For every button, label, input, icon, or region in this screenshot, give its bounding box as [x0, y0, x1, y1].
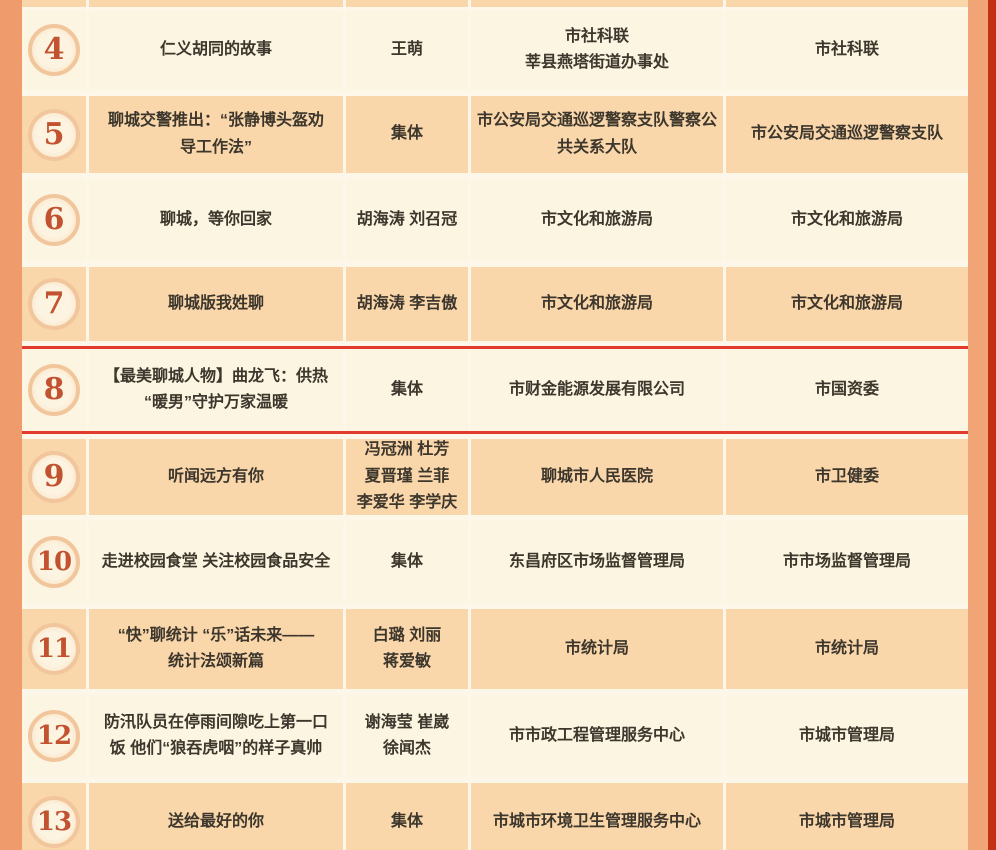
recommending-unit: 市城市管理局: [723, 783, 968, 850]
row-number: 4: [43, 32, 65, 67]
row-number: 12: [36, 721, 72, 751]
work-organization: 市公安局交通巡逻警察支队警察公 共关系大队: [468, 96, 723, 173]
row-number-cell: 4: [22, 10, 86, 90]
row-number-cell: 8: [22, 349, 86, 431]
work-authors: 胡海涛 刘召冠: [343, 179, 468, 261]
work-authors: 谢海莹 崔崴 徐闻杰: [343, 695, 468, 777]
page-right-margin: [968, 0, 988, 850]
work-title: 聊城交警推出：“张静博头盔劝 导工作法”: [86, 96, 343, 173]
table-row: 4 仁义胡同的故事 王萌 市社科联 莘县燕塔街道办事处 市社科联: [22, 10, 968, 90]
table-row: 6 聊城，等你回家 胡海涛 刘召冠 市文化和旅游局 市文化和旅游局: [22, 179, 968, 261]
row-number: 9: [43, 459, 65, 494]
row-number-cell: 10: [22, 521, 86, 603]
work-title: 聊城版我姓聊: [86, 267, 343, 341]
table-row: 13 送给最好的你 集体 市城市环境卫生管理服务中心 市城市管理局: [22, 783, 968, 850]
table-row: 7 聊城版我姓聊 胡海涛 李吉傲 市文化和旅游局 市文化和旅游局: [22, 267, 968, 341]
row-number: 5: [43, 116, 65, 152]
work-authors-cell: [343, 0, 468, 7]
row-number: 11: [36, 634, 72, 664]
page-edge-stripe: [988, 0, 996, 850]
recommending-unit: 市卫健委: [723, 439, 968, 515]
recommending-unit: 市城市管理局: [723, 695, 968, 777]
work-authors: 集体: [343, 521, 468, 603]
rank-badge: 5: [28, 108, 80, 161]
table-row-partial: [22, 0, 968, 7]
recommending-unit: 市社科联: [723, 10, 968, 90]
recommending-unit: 市文化和旅游局: [723, 267, 968, 341]
rank-badge: 11: [28, 623, 80, 675]
recommending-unit: 市国资委: [723, 349, 968, 431]
row-number-cell: 11: [22, 609, 86, 689]
row-number-cell: 7: [22, 267, 86, 341]
work-authors: 王萌: [343, 10, 468, 90]
work-organization-cell: [468, 0, 723, 7]
page-left-margin: [0, 0, 22, 850]
work-organization: 市文化和旅游局: [468, 179, 723, 261]
work-title: 防汛队员在停雨间隙吃上第一口 饭 他们“狼吞虎咽”的样子真帅: [86, 695, 343, 777]
work-organization: 市社科联 莘县燕塔街道办事处: [468, 10, 723, 90]
row-number-cell: 12: [22, 695, 86, 777]
work-organization: 聊城市人民医院: [468, 439, 723, 515]
work-title: “快”聊统计 “乐”话未来—— 统计法颂新篇: [86, 609, 343, 689]
row-number: 8: [43, 372, 65, 407]
rank-badge: 8: [28, 364, 80, 416]
recommending-unit: 市公安局交通巡逻警察支队: [723, 96, 968, 173]
work-title: 听闻远方有你: [86, 439, 343, 515]
table-row-highlighted: 8 【最美聊城人物】曲龙飞：供热 “暖男”守护万家温暖 集体 市财金能源发展有限…: [22, 346, 968, 434]
work-authors: 冯冠洲 杜芳 夏晋瑾 兰菲 李爱华 李学庆: [343, 439, 468, 515]
work-authors: 白璐 刘丽 蒋爱敏: [343, 609, 468, 689]
work-organization: 市文化和旅游局: [468, 267, 723, 341]
table-row: 11 “快”聊统计 “乐”话未来—— 统计法颂新篇 白璐 刘丽 蒋爱敏 市统计局…: [22, 609, 968, 689]
table-row: 12 防汛队员在停雨间隙吃上第一口 饭 他们“狼吞虎咽”的样子真帅 谢海莹 崔崴…: [22, 695, 968, 777]
row-number: 10: [36, 547, 72, 577]
table-row: 10 走进校园食堂 关注校园食品安全 集体 东昌府区市场监督管理局 市市场监督管…: [22, 521, 968, 603]
work-title: 【最美聊城人物】曲龙飞：供热 “暖男”守护万家温暖: [86, 349, 343, 431]
work-authors: 集体: [343, 783, 468, 850]
row-number-cell: 13: [22, 783, 86, 850]
rank-badge: 13: [28, 796, 80, 848]
table-row: 5 聊城交警推出：“张静博头盔劝 导工作法” 集体 市公安局交通巡逻警察支队警察…: [22, 96, 968, 173]
row-number: 13: [36, 807, 72, 837]
awards-table: 4 仁义胡同的故事 王萌 市社科联 莘县燕塔街道办事处 市社科联 5 聊城交警推…: [22, 0, 968, 850]
work-authors: 集体: [343, 349, 468, 431]
work-organization: 市市政工程管理服务中心: [468, 695, 723, 777]
row-number: 7: [43, 286, 65, 321]
row-number-cell: 5: [22, 96, 86, 173]
recommending-unit: 市统计局: [723, 609, 968, 689]
rank-badge: 12: [28, 710, 80, 762]
recommending-unit: 市市场监督管理局: [723, 521, 968, 603]
row-number-cell: 6: [22, 179, 86, 261]
rank-badge: 4: [28, 24, 80, 76]
work-title: 送给最好的你: [86, 783, 343, 850]
work-organization: 市城市环境卫生管理服务中心: [468, 783, 723, 850]
row-number: 6: [43, 202, 65, 237]
row-number-cell: [22, 0, 86, 7]
work-organization: 东昌府区市场监督管理局: [468, 521, 723, 603]
table-row: 9 听闻远方有你 冯冠洲 杜芳 夏晋瑾 兰菲 李爱华 李学庆 聊城市人民医院 市…: [22, 439, 968, 515]
work-title: 走进校园食堂 关注校园食品安全: [86, 521, 343, 603]
recommending-unit-cell: [723, 0, 968, 7]
rank-badge: 7: [28, 278, 80, 330]
work-title-cell: [86, 0, 343, 7]
work-organization: 市统计局: [468, 609, 723, 689]
work-authors: 集体: [343, 96, 468, 173]
rank-badge: 10: [28, 536, 80, 588]
work-title: 仁义胡同的故事: [86, 10, 343, 90]
row-number-cell: 9: [22, 439, 86, 515]
work-title: 聊城，等你回家: [86, 179, 343, 261]
rank-badge: 6: [28, 194, 80, 246]
work-authors: 胡海涛 李吉傲: [343, 267, 468, 341]
recommending-unit: 市文化和旅游局: [723, 179, 968, 261]
rank-badge: 9: [28, 451, 80, 503]
work-organization: 市财金能源发展有限公司: [468, 349, 723, 431]
